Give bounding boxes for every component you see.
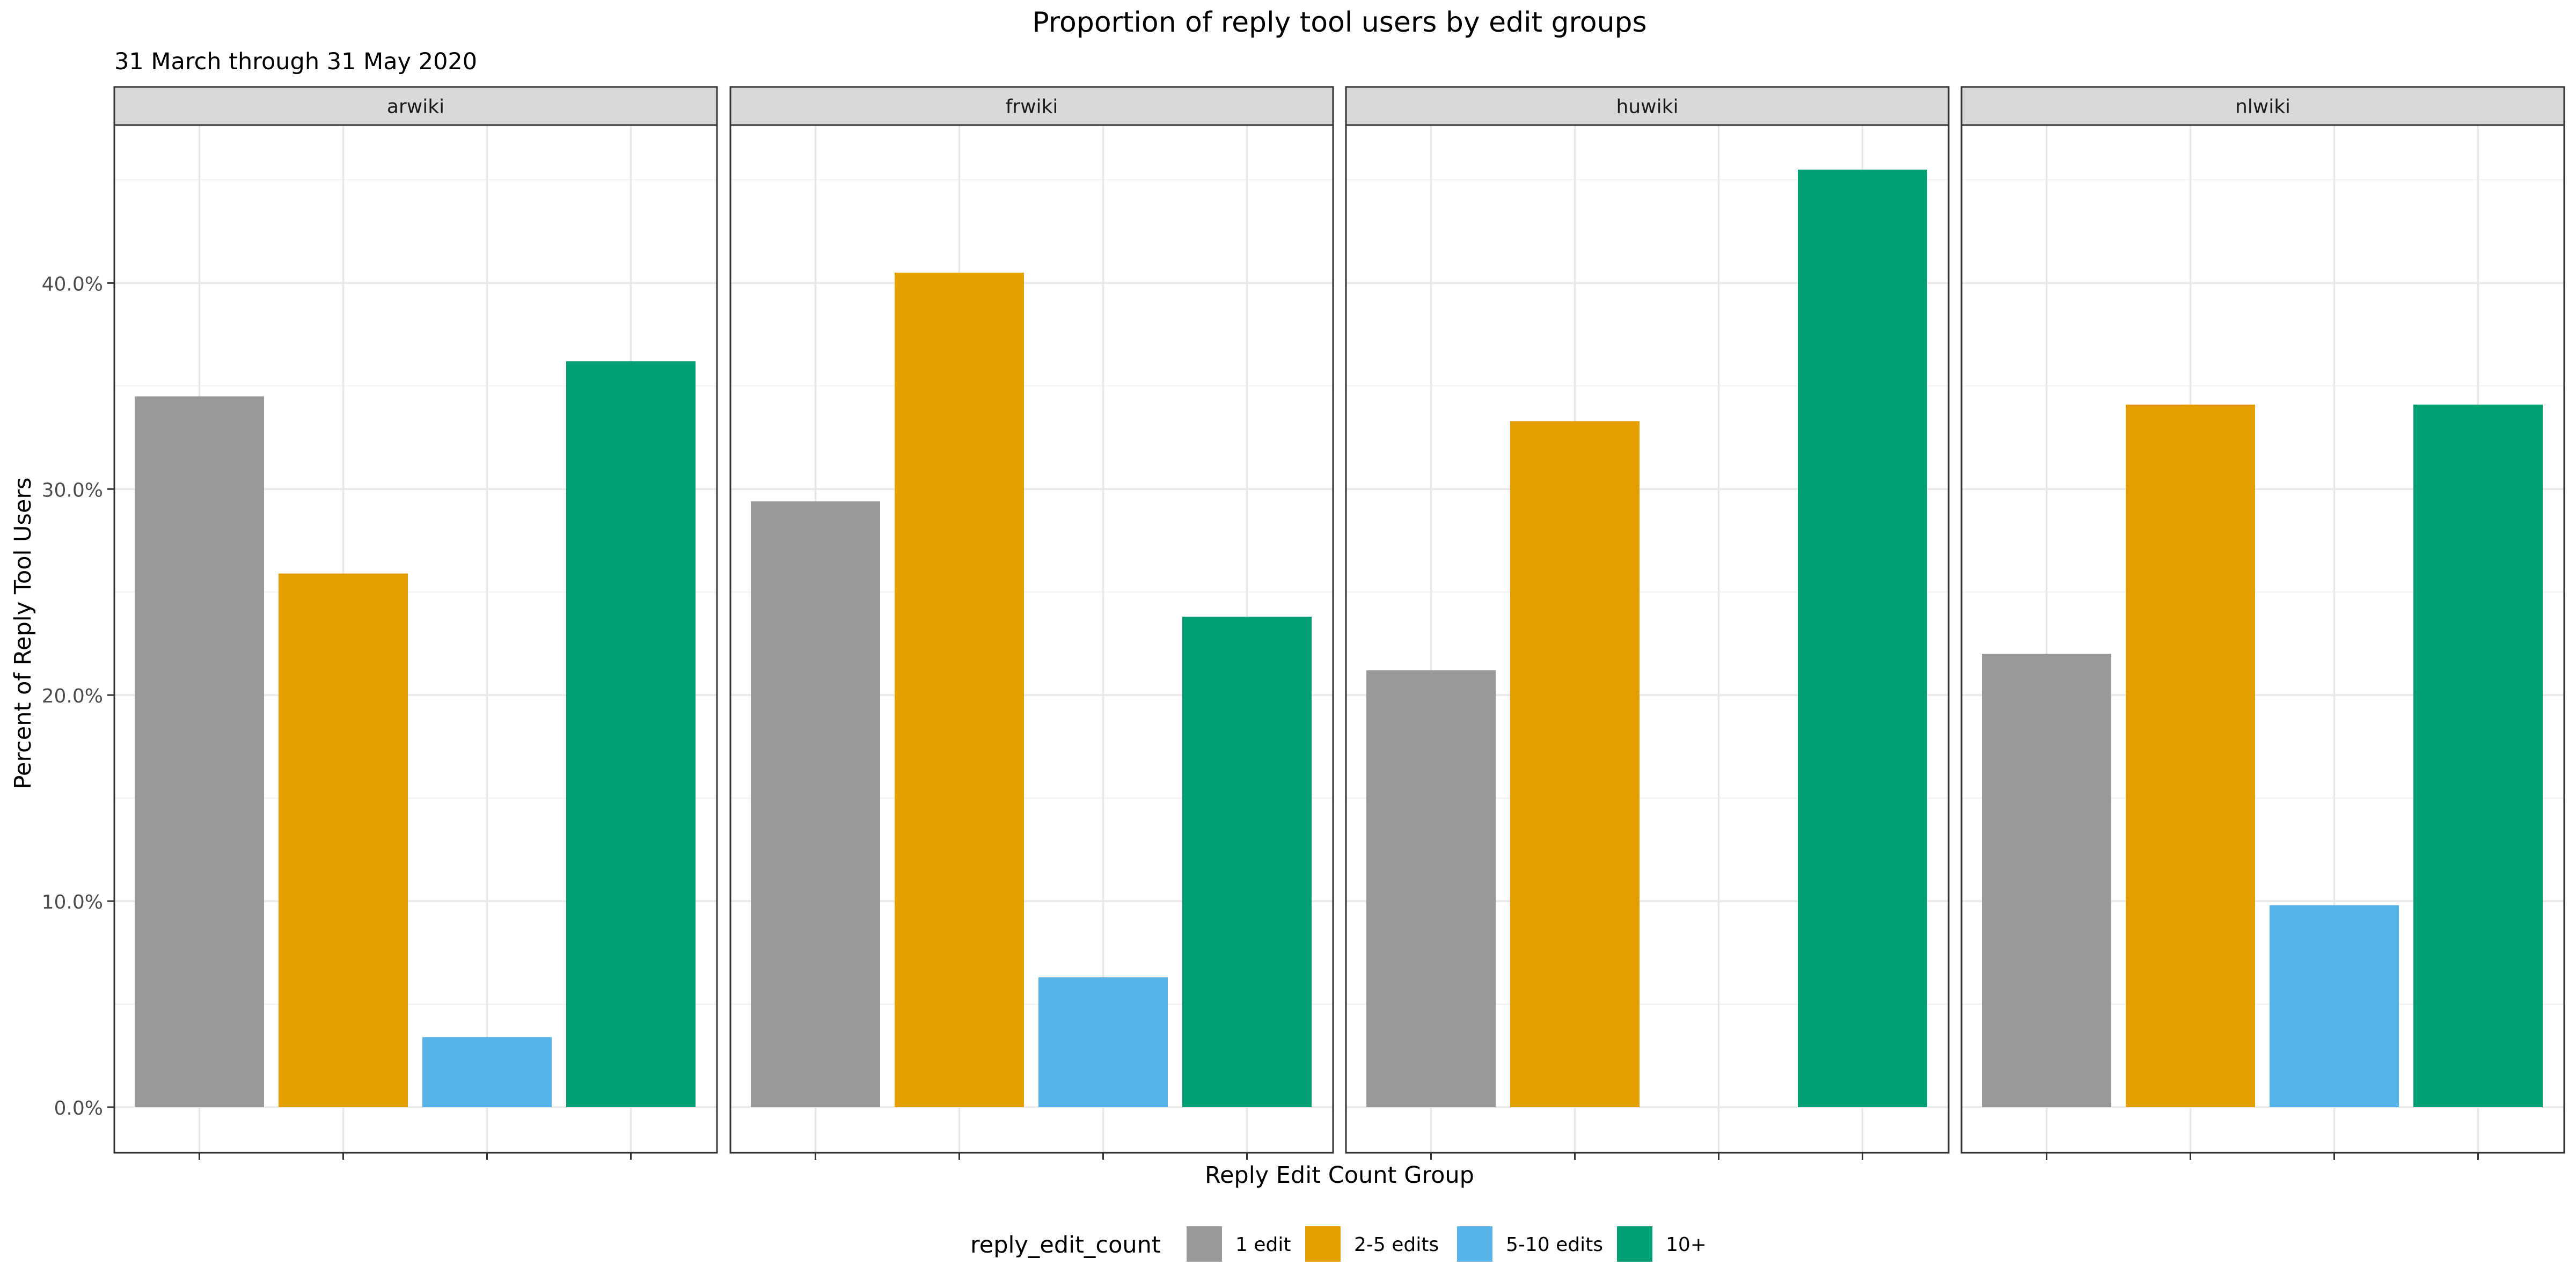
- bar-arwiki-1-edit: [135, 396, 264, 1107]
- facet-strip: [1345, 86, 1950, 126]
- bar-huwiki-10-: [1798, 170, 1927, 1107]
- facet-strip-label: arwiki: [387, 96, 444, 118]
- legend-key: [1187, 1226, 1222, 1262]
- legend-key: [1617, 1226, 1652, 1262]
- bar-arwiki-10-: [566, 361, 696, 1107]
- bar-nlwiki-10-: [2413, 404, 2543, 1108]
- facet-strip-label: nlwiki: [2235, 96, 2290, 118]
- y-tick-label: 30.0%: [42, 479, 103, 501]
- legend-title: reply_edit_count: [970, 1232, 1161, 1258]
- legend-key: [1457, 1226, 1492, 1262]
- facet-strip-label: frwiki: [1006, 96, 1058, 118]
- bar-nlwiki-2-5-edits: [2126, 404, 2255, 1108]
- legend: reply_edit_count 1 edit 2-5 edits 5-10 edi…: [970, 1226, 1707, 1262]
- legend-label: 2-5 edits: [1354, 1234, 1439, 1256]
- y-axis: 0.0% 10.0% 20.0% 30.0% 40.0%: [42, 273, 114, 1119]
- y-axis-label: Percent of Reply Tool Users: [10, 478, 36, 789]
- facet-panels: arwiki frwiki huwiki nlwiki: [113, 86, 2565, 1160]
- facet-strip: [1960, 86, 2565, 126]
- y-tick-label: 20.0%: [42, 685, 103, 707]
- x-axis-label: Reply Edit Count Group: [1205, 1162, 1474, 1189]
- bar-nlwiki-1-edit: [1982, 654, 2111, 1107]
- facet-panel-frwiki: frwiki: [729, 86, 1334, 1160]
- facet-panel-nlwiki: nlwiki: [1960, 86, 2565, 1160]
- facet-panel-huwiki: huwiki: [1345, 86, 1950, 1160]
- bar-frwiki-10-: [1182, 617, 1312, 1107]
- legend-label: 1 edit: [1235, 1234, 1291, 1256]
- facet-strip: [113, 86, 718, 126]
- bar-frwiki-5-10-edits: [1038, 977, 1168, 1107]
- bar-huwiki-2-5-edits: [1510, 421, 1640, 1107]
- facet-panel-arwiki: arwiki: [113, 86, 718, 1160]
- bar-arwiki-5-10-edits: [422, 1037, 552, 1107]
- chart-title: Proportion of reply tool users by edit g…: [1032, 6, 1646, 39]
- bar-arwiki-2-5-edits: [279, 573, 408, 1107]
- bar-frwiki-1-edit: [751, 501, 880, 1107]
- bar-huwiki-1-edit: [1366, 670, 1496, 1107]
- facet-strip-label: huwiki: [1616, 96, 1679, 118]
- y-tick-label: 40.0%: [42, 273, 103, 295]
- y-tick-label: 10.0%: [42, 891, 103, 913]
- legend-key: [1305, 1226, 1341, 1262]
- legend-label: 5-10 edits: [1506, 1234, 1603, 1256]
- y-tick-label: 0.0%: [54, 1097, 103, 1119]
- bar-nlwiki-5-10-edits: [2270, 905, 2399, 1107]
- bar-frwiki-2-5-edits: [895, 273, 1024, 1108]
- legend-label: 10+: [1666, 1234, 1707, 1256]
- facet-strip: [729, 86, 1334, 126]
- chart-subtitle: 31 March through 31 May 2020: [114, 48, 477, 75]
